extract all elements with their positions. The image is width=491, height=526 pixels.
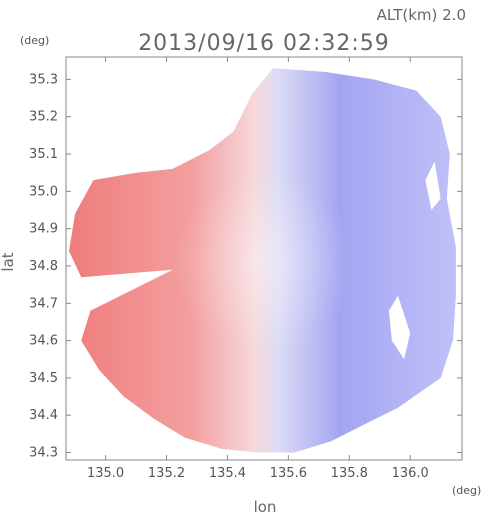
x-tick-label: 135.2 — [148, 466, 185, 481]
plot-frame — [65, 56, 463, 461]
y-tick-label: 34.8 — [29, 259, 58, 274]
x-axis-label: lon — [254, 498, 277, 516]
x-tick-label: 135.8 — [331, 466, 368, 481]
no-data-gap — [388, 295, 411, 360]
y-tick-label: 35.0 — [29, 184, 58, 199]
y-tick-label: 34.4 — [29, 408, 58, 423]
y-tick-label: 35.3 — [29, 72, 58, 87]
y-tick-label: 34.6 — [29, 334, 58, 349]
y-tick-label: 35.2 — [29, 110, 58, 125]
x-tick-label: 135.6 — [270, 466, 307, 481]
velocity-field — [69, 68, 456, 453]
x-tick-label: 135.4 — [209, 466, 246, 481]
y-axis-ticks: 34.3 34.4 34.5 34.6 34.7 34.8 34.9 35.0 35.1 35.2… — [29, 72, 462, 461]
y-tick-label: 34.3 — [29, 446, 58, 461]
no-data-gap — [425, 161, 441, 210]
y-axis-unit: (deg) — [20, 34, 49, 47]
y-tick-label: 34.7 — [29, 296, 58, 311]
y-axis-label: lat — [0, 252, 17, 271]
page-title: 2013/09/16 02:32:59 — [138, 31, 390, 56]
y-tick-label: 35.1 — [29, 147, 58, 162]
x-tick-label: 136.0 — [392, 466, 429, 481]
altitude-label: ALT(km) 2.0 — [377, 6, 466, 24]
x-axis-unit: (deg) — [452, 484, 481, 497]
x-tick-label: 135.0 — [87, 466, 124, 481]
radar-center-glow — [174, 172, 354, 353]
y-tick-label: 34.5 — [29, 371, 58, 386]
y-tick-label: 34.9 — [29, 222, 58, 237]
x-axis-ticks: 135.0 135.2 135.4 135.6 135.8 136.0 — [87, 57, 429, 481]
